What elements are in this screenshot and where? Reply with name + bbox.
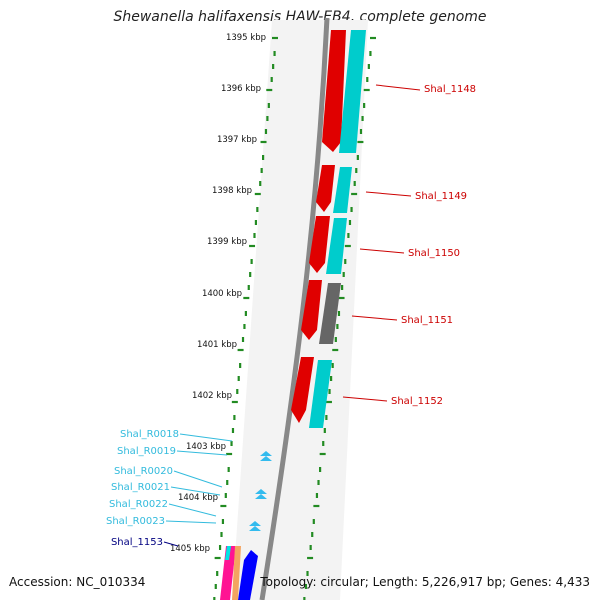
rna-label[interactable]: Shal_R0019	[117, 446, 176, 457]
rna-marker-shal-r0020[interactable]	[255, 489, 267, 494]
rna-marker-shal-r0023[interactable]	[249, 526, 261, 531]
gene-bar-shal-1149[interactable]	[333, 167, 352, 213]
rna-label[interactable]: Shal_R0018	[120, 429, 179, 440]
map-title: Shewanella halifaxensis HAW-EB4, complet…	[113, 9, 487, 25]
ruler-tick-label: 1399 kbp	[207, 237, 247, 247]
gene-leader-line	[351, 315, 398, 321]
gene-leader-line	[163, 541, 179, 547]
gene-arrow-shal-1148[interactable]	[322, 30, 346, 152]
genome-backbone	[259, 17, 330, 600]
rna-marker-shal-r0019[interactable]	[260, 456, 272, 461]
ruler-tick-label: 1403 kbp	[186, 442, 226, 452]
gene-arrow-shal-1152[interactable]	[291, 357, 314, 423]
rna-leader-line	[173, 470, 223, 488]
rna-leader-line	[165, 520, 217, 524]
gene-bar-shal-1148[interactable]	[339, 30, 366, 153]
ruler-right	[303, 36, 376, 600]
ruler-tick-label: 1405 kbp	[170, 544, 210, 554]
gene-label[interactable]: Shal_1153	[111, 537, 163, 548]
rna-leader-line	[170, 486, 221, 496]
gene-labels: Shal_1148 Shal_1149 Shal_1150 Shal_1151 Shal…	[342, 84, 476, 407]
next-gene-label: Shal_1153	[111, 537, 179, 548]
genome-summary-text: Topology: circular; Length: 5,226,917 bp…	[260, 575, 590, 589]
gene-leader-line	[365, 191, 412, 197]
rna-marker-shal-r0022[interactable]	[249, 521, 261, 526]
ruler-tick-label: 1404 kbp	[178, 493, 218, 503]
gene-feature-group	[291, 30, 366, 428]
gene-bar-shal-1152[interactable]	[309, 360, 332, 428]
gene-bar-shal-1153-tan[interactable]	[232, 546, 241, 600]
gene-label[interactable]: Shal_1152	[391, 396, 443, 407]
gene-arrow-shal-1153[interactable]	[238, 550, 258, 600]
rna-markers	[249, 451, 272, 531]
gene-label[interactable]: Shal_1149	[415, 191, 467, 202]
ruler-tick-label: 1396 kbp	[221, 84, 261, 94]
gene-bar-shal-1151[interactable]	[319, 283, 341, 344]
accession-text: Accession: NC_010334	[9, 575, 146, 589]
rna-leader-line	[176, 450, 228, 456]
rna-labels: Shal_R0018 Shal_R0019 Shal_R0020 Shal_R0021…	[106, 429, 233, 527]
rna-label[interactable]: Shal_R0021	[111, 482, 170, 493]
gene-label[interactable]: Shal_1148	[424, 84, 476, 95]
gene-label[interactable]: Shal_1150	[408, 248, 460, 259]
ruler-tick-label: 1397 kbp	[217, 135, 257, 145]
gene-leader-line	[359, 248, 405, 254]
gene-feature-shal-1153[interactable]	[220, 546, 258, 600]
ruler-left	[213, 36, 278, 600]
ruler-tick-label: 1398 kbp	[212, 186, 252, 196]
gene-arrow-shal-1150[interactable]	[309, 216, 330, 273]
rna-leader-line	[168, 503, 217, 517]
gene-arrow-shal-1149[interactable]	[316, 165, 335, 212]
rna-marker-shal-r0021[interactable]	[255, 494, 267, 499]
ruler-tick-label: 1402 kbp	[192, 391, 232, 401]
gene-bar-shal-1150[interactable]	[326, 218, 347, 274]
ruler-tick-label: 1400 kbp	[202, 289, 242, 299]
ruler-tick-label: 1395 kbp	[226, 33, 266, 43]
gene-label[interactable]: Shal_1151	[401, 315, 453, 326]
gene-leader-line	[375, 84, 421, 91]
gene-bar-shal-1153-pink[interactable]	[220, 546, 236, 600]
ruler-tick-labels: 1395 kbp 1396 kbp 1397 kbp 1398 kbp 1399 kbp…	[170, 33, 266, 554]
ruler-tick-label: 1401 kbp	[197, 340, 237, 350]
gene-leader-line	[342, 396, 388, 402]
rna-label[interactable]: Shal_R0020	[114, 466, 173, 477]
gene-arrow-shal-1151[interactable]	[301, 280, 322, 340]
rna-leader-line	[179, 433, 233, 442]
gene-bar-shal-1153-cyan[interactable]	[225, 546, 231, 560]
rna-label[interactable]: Shal_R0022	[109, 499, 168, 510]
rna-label[interactable]: Shal_R0023	[106, 516, 165, 527]
rna-marker-shal-r0018[interactable]	[260, 451, 272, 456]
